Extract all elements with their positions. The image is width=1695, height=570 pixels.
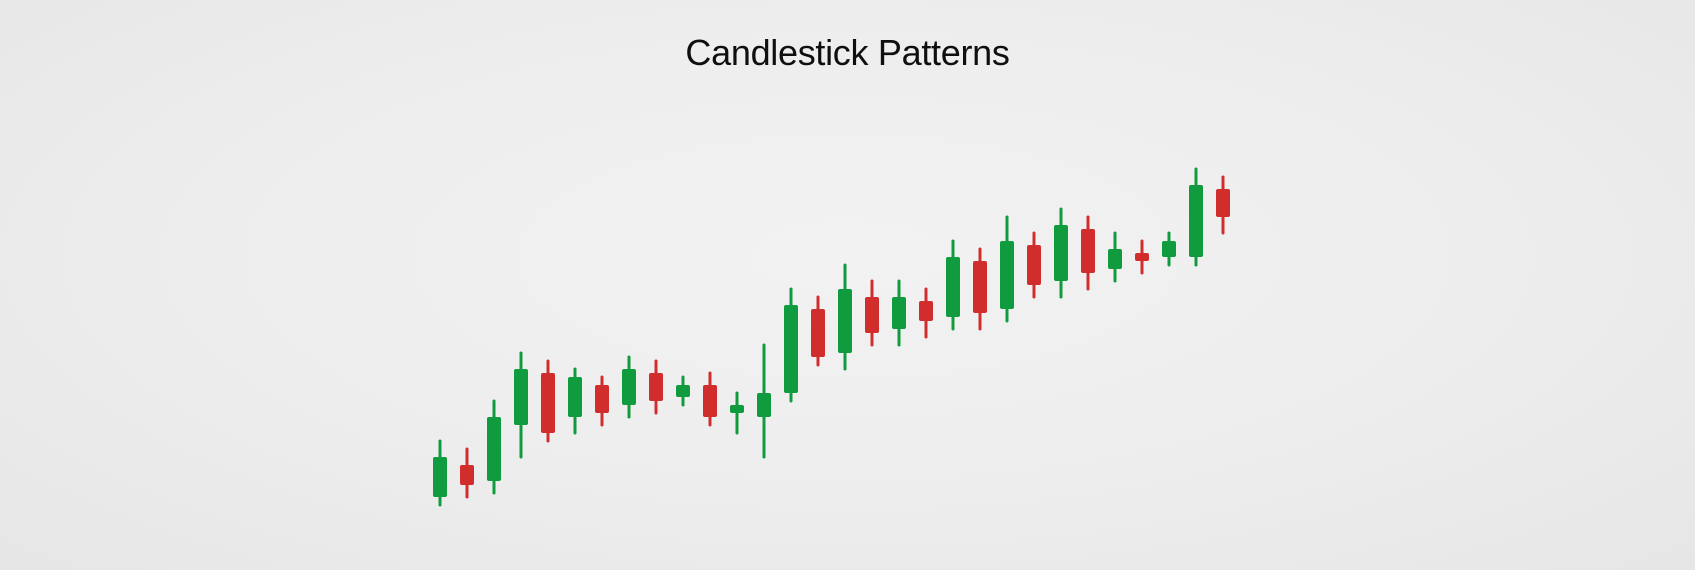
candle-body <box>649 373 663 401</box>
candle-body <box>1027 245 1041 285</box>
candle-body <box>433 457 447 497</box>
candle-body <box>784 305 798 393</box>
candle-body <box>487 417 501 481</box>
candle-body <box>1054 225 1068 281</box>
candle-body <box>946 257 960 317</box>
candle-body <box>730 405 744 413</box>
candle-body <box>1135 253 1149 261</box>
candle-body <box>622 369 636 405</box>
candlestick-chart <box>420 85 1280 515</box>
candle-body <box>1081 229 1095 273</box>
candle-body <box>973 261 987 313</box>
candle-body <box>1189 185 1203 257</box>
candle-body <box>676 385 690 397</box>
candle-body <box>1216 189 1230 217</box>
candle-body <box>703 385 717 417</box>
candle-body <box>892 297 906 329</box>
candle-body <box>838 289 852 353</box>
candle-body <box>757 393 771 417</box>
candle-body <box>811 309 825 357</box>
candle-body <box>568 377 582 417</box>
candle-body <box>1108 249 1122 269</box>
page-title: Candlestick Patterns <box>0 32 1695 74</box>
candle-body <box>595 385 609 413</box>
candle-body <box>460 465 474 485</box>
candle-body <box>541 373 555 433</box>
candle-body <box>1000 241 1014 309</box>
candle-body <box>1162 241 1176 257</box>
candle-body <box>865 297 879 333</box>
candle-body <box>919 301 933 321</box>
candle-body <box>514 369 528 425</box>
